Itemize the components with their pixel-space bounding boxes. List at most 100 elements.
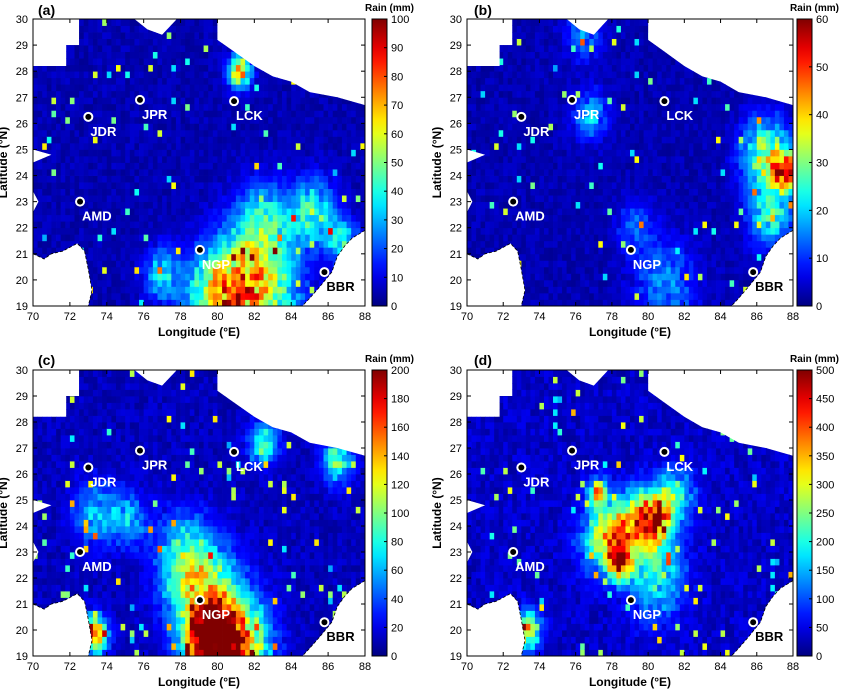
x-tick-label: 84 xyxy=(285,661,297,673)
y-tick-label: 24 xyxy=(16,171,28,183)
map-panel-3: 70 72 74 76 78 80 82 84 86 88 19 20 21 22 23 24 25 26 27 28… xyxy=(0,352,414,689)
station-amd: AMD xyxy=(75,547,112,574)
station-label: NGP xyxy=(633,257,662,272)
x-tick-label: 74 xyxy=(533,661,545,673)
x-tick-label: 72 xyxy=(64,311,76,323)
axes-frame xyxy=(32,18,366,307)
x-tick-label: 88 xyxy=(787,311,799,323)
x-tick-label: 70 xyxy=(27,661,39,673)
colorbar-tick-label: 250 xyxy=(816,508,834,520)
x-tick-label: 74 xyxy=(101,661,113,673)
x-tick-label: 86 xyxy=(751,311,763,323)
east-coastline xyxy=(731,580,794,657)
x-tick-label: 78 xyxy=(606,661,618,673)
station-lck: LCK xyxy=(229,446,263,474)
x-tick-label: 88 xyxy=(359,311,371,323)
west-coastline xyxy=(32,593,93,657)
x-tick-label: 76 xyxy=(138,661,150,673)
station-marker xyxy=(516,462,527,473)
y-tick-label: 21 xyxy=(16,599,28,611)
colorbar-tick-label: 40 xyxy=(391,186,403,198)
station-marker xyxy=(516,111,527,122)
colorbar-tick-label: 20 xyxy=(816,205,828,217)
y-tick-label: 29 xyxy=(16,40,28,52)
west-coastline xyxy=(466,242,526,307)
station-label: BBR xyxy=(326,279,355,294)
station-marker xyxy=(319,267,330,278)
x-tick-label: 82 xyxy=(248,311,260,323)
y-tick-label: 21 xyxy=(450,249,462,261)
station-marker xyxy=(75,196,86,207)
colorbar-title: Rain (mm) xyxy=(790,3,839,14)
y-tick-label: 23 xyxy=(450,197,462,209)
y-axis-label: Latitude (°N) xyxy=(430,127,444,198)
station-jpr: JPR xyxy=(567,445,600,473)
colorbar-tick-label: 30 xyxy=(391,215,403,227)
x-tick-label: 84 xyxy=(285,311,297,323)
station-jpr: JPR xyxy=(134,94,168,122)
station-marker xyxy=(748,267,759,278)
station-jdr: JDR xyxy=(516,462,550,490)
colorbar-tick-label: 90 xyxy=(391,43,403,55)
panel-label: (c) xyxy=(38,352,55,368)
x-tick-label: 76 xyxy=(570,661,582,673)
y-tick-label: 29 xyxy=(450,40,462,52)
station-marker xyxy=(83,111,94,122)
colorbar-tick-label: 0 xyxy=(391,651,397,663)
colorbar-tick-label: 400 xyxy=(816,422,834,434)
west-coastline xyxy=(32,242,93,307)
colorbar-tick-label: 450 xyxy=(816,394,834,406)
y-tick-label: 20 xyxy=(450,625,462,637)
colorbar-tick-label: 500 xyxy=(816,365,834,377)
axes-frame xyxy=(466,18,794,307)
station-label: LCK xyxy=(666,108,693,123)
colorbar-tick-label: 300 xyxy=(816,479,834,491)
x-tick-label: 82 xyxy=(678,311,690,323)
y-axis-label: Latitude (°N) xyxy=(430,477,444,548)
station-label: BBR xyxy=(755,629,784,644)
x-tick-label: 82 xyxy=(678,661,690,673)
station-jdr: JDR xyxy=(516,111,550,139)
station-label: JDR xyxy=(90,124,117,139)
map-panel-2: 70 72 74 76 78 80 82 84 86 88 19 20 21 22 23 24 25 26 27 28… xyxy=(430,2,839,339)
panel-label: (d) xyxy=(474,352,492,368)
station-amd: AMD xyxy=(508,547,545,574)
x-axis-label: Longitude (°E) xyxy=(589,325,671,339)
station-label: AMD xyxy=(515,559,545,574)
x-tick-label: 70 xyxy=(461,661,473,673)
y-tick-label: 30 xyxy=(16,365,28,377)
west-coastline xyxy=(466,593,526,657)
y-tick-label: 28 xyxy=(450,417,462,429)
y-tick-label: 20 xyxy=(16,275,28,287)
colorbar-title: Rain (mm) xyxy=(790,354,839,365)
colorbar-tick-label: 200 xyxy=(391,365,409,377)
x-tick-label: 80 xyxy=(211,661,223,673)
east-coastline xyxy=(302,580,366,657)
station-label: LCK xyxy=(236,108,263,123)
x-tick-label: 84 xyxy=(714,311,726,323)
y-tick-label: 21 xyxy=(450,599,462,611)
colorbar-tick-label: 100 xyxy=(816,594,834,606)
x-tick-label: 88 xyxy=(359,661,371,673)
station-label: AMD xyxy=(82,209,112,224)
station-label: NGP xyxy=(202,607,231,622)
y-tick-label: 21 xyxy=(16,249,28,261)
y-tick-label: 19 xyxy=(450,651,462,663)
colorbar-tick-label: 50 xyxy=(391,158,403,170)
colorbar-tick-label: 40 xyxy=(391,594,403,606)
y-axis-label: Latitude (°N) xyxy=(0,127,10,198)
station-bbr: BBR xyxy=(319,267,355,294)
y-tick-label: 26 xyxy=(16,118,28,130)
east-coastline xyxy=(731,229,794,307)
x-tick-label: 70 xyxy=(461,311,473,323)
station-label: JPR xyxy=(574,107,600,122)
station-label: NGP xyxy=(633,607,662,622)
station-label: JPR xyxy=(574,458,600,473)
station-amd: AMD xyxy=(75,196,112,224)
colorbar-tick-label: 0 xyxy=(391,301,397,313)
station-marker xyxy=(194,595,205,606)
station-jdr: JDR xyxy=(83,111,117,139)
station-marker xyxy=(75,547,86,557)
